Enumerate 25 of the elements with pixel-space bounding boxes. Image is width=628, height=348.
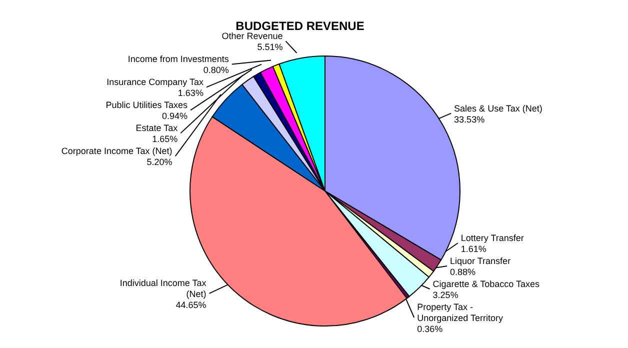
data-label: 5.20% [146,157,172,168]
data-label: 1.61% [460,244,486,254]
slice-label: Insurance Company Tax [106,77,204,88]
slice-label: Cigarette & Tobacco Taxes [432,279,540,289]
data-label: 3.25% [432,290,458,300]
slice-label: Lottery Transfer [460,233,524,243]
data-label: 33.53% [454,114,485,124]
data-label: 5.51% [257,42,283,52]
slice-label: Income from Investments [128,54,230,64]
data-label: 0.80% [203,65,229,76]
slice-label: Property Tax - Unorganized Territory [417,302,504,323]
slice-label: Corporate Income Tax (Net) [61,146,172,156]
chart-title: BUDGETED REVENUE [236,19,364,33]
data-label: 1.65% [152,134,178,144]
data-label: 0.88% [450,267,476,277]
slice-label: Other Revenue [222,31,283,42]
data-label: 0.94% [162,111,188,122]
data-label: 1.63% [178,88,204,98]
data-label: 0.36% [417,324,443,334]
slice-label: Individual Income Tax (Net) [120,278,207,299]
slice-label: Estate Tax [136,123,178,134]
slice-label: Liquor Transfer [450,256,511,266]
slice-label: Sales & Use Tax (Net) [454,103,542,114]
slice-label: Public Utilities Taxes [106,100,188,110]
data-label: 44.65% [176,300,206,310]
